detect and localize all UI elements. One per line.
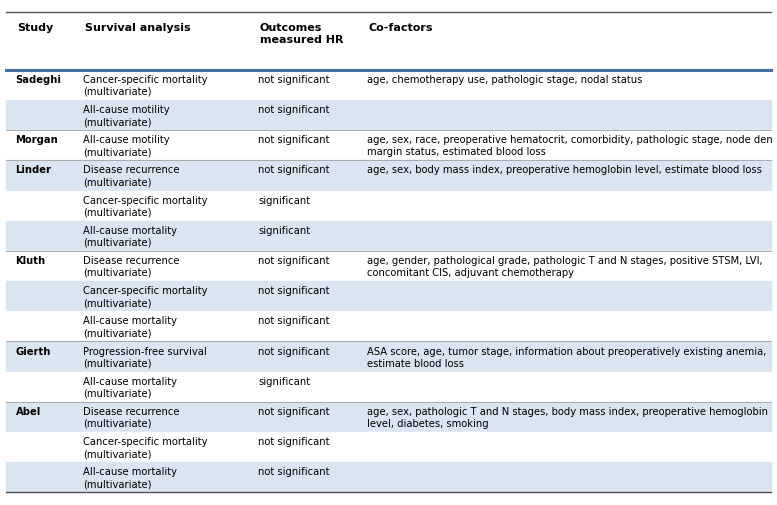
Text: All-cause mortality
(multivariate): All-cause mortality (multivariate)	[83, 376, 177, 398]
Text: Disease recurrence
(multivariate): Disease recurrence (multivariate)	[83, 406, 179, 428]
Text: Sadeghi: Sadeghi	[16, 75, 61, 85]
Bar	[6, 462, 771, 492]
Text: age, gender, pathological grade, pathologic T and N stages, positive STSM, LVI,
: age, gender, pathological grade, patholo…	[367, 256, 762, 277]
Bar	[6, 312, 771, 342]
Text: significant: significant	[258, 376, 310, 386]
Bar	[6, 432, 771, 462]
Bar	[6, 131, 771, 161]
Bar	[6, 221, 771, 251]
Text: not significant: not significant	[258, 135, 329, 145]
Text: not significant: not significant	[258, 436, 329, 446]
Text: Survival analysis: Survival analysis	[85, 23, 190, 33]
Text: age, chemotherapy use, pathologic stage, nodal status: age, chemotherapy use, pathologic stage,…	[367, 75, 642, 85]
Text: Abel: Abel	[16, 406, 40, 416]
Text: not significant: not significant	[258, 466, 329, 476]
Bar	[6, 251, 771, 282]
Text: All-cause motility
(multivariate): All-cause motility (multivariate)	[83, 105, 169, 127]
Bar	[6, 372, 771, 402]
Text: All-cause mortality
(multivariate): All-cause mortality (multivariate)	[83, 316, 177, 338]
Bar	[6, 191, 771, 221]
Text: not significant: not significant	[258, 286, 329, 295]
Text: Disease recurrence
(multivariate): Disease recurrence (multivariate)	[83, 256, 179, 277]
Text: not significant: not significant	[258, 316, 329, 326]
Text: not significant: not significant	[258, 406, 329, 416]
Text: not significant: not significant	[258, 346, 329, 356]
Text: not significant: not significant	[258, 75, 329, 85]
Text: Cancer-specific mortality
(multivariate): Cancer-specific mortality (multivariate)	[83, 75, 207, 96]
Text: Progression-free survival
(multivariate): Progression-free survival (multivariate)	[83, 346, 207, 368]
Bar	[6, 161, 771, 191]
Text: not significant: not significant	[258, 256, 329, 266]
Text: Gierth: Gierth	[16, 346, 51, 356]
Text: not significant: not significant	[258, 105, 329, 115]
Bar	[6, 282, 771, 312]
Text: ASA score, age, tumor stage, information about preoperatively existing anemia,
e: ASA score, age, tumor stage, information…	[367, 346, 766, 368]
Bar	[6, 101, 771, 131]
Text: age, sex, pathologic T and N stages, body mass index, preoperative hemoglobin
le: age, sex, pathologic T and N stages, bod…	[367, 406, 768, 428]
Text: All-cause mortality
(multivariate): All-cause mortality (multivariate)	[83, 466, 177, 488]
Text: Co-factors: Co-factors	[368, 23, 433, 33]
Text: age, sex, body mass index, preoperative hemoglobin level, estimate blood loss: age, sex, body mass index, preoperative …	[367, 165, 761, 175]
Text: significant: significant	[258, 225, 310, 235]
Text: Disease recurrence
(multivariate): Disease recurrence (multivariate)	[83, 165, 179, 187]
Text: All-cause mortality
(multivariate): All-cause mortality (multivariate)	[83, 225, 177, 247]
Text: Kluth: Kluth	[16, 256, 46, 266]
Text: Morgan: Morgan	[16, 135, 58, 145]
Bar	[6, 71, 771, 101]
Text: significant: significant	[258, 195, 310, 205]
Bar	[6, 342, 771, 372]
Text: Cancer-specific mortality
(multivariate): Cancer-specific mortality (multivariate)	[83, 286, 207, 308]
Text: Linder: Linder	[16, 165, 51, 175]
Text: Cancer-specific mortality
(multivariate): Cancer-specific mortality (multivariate)	[83, 195, 207, 217]
Text: Study: Study	[17, 23, 54, 33]
Bar	[6, 13, 771, 71]
Text: Cancer-specific mortality
(multivariate): Cancer-specific mortality (multivariate)	[83, 436, 207, 458]
Text: All-cause motility
(multivariate): All-cause motility (multivariate)	[83, 135, 169, 157]
Text: age, sex, race, preoperative hematocrit, comorbidity, pathologic stage, node den: age, sex, race, preoperative hematocrit,…	[367, 135, 772, 157]
Text: Outcomes
measured HR: Outcomes measured HR	[260, 23, 343, 45]
Text: not significant: not significant	[258, 165, 329, 175]
Bar	[6, 402, 771, 432]
